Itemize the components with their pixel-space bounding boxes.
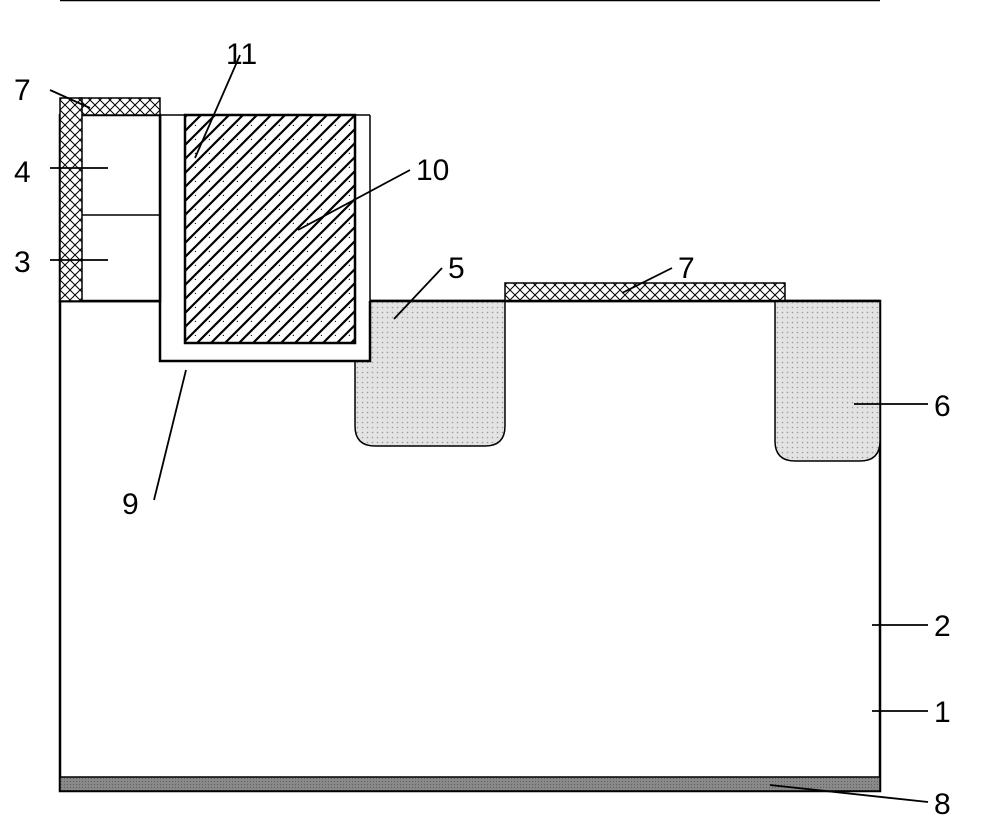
- label-2: 2: [934, 610, 951, 644]
- label-5: 5: [448, 252, 465, 286]
- label-8: 8: [934, 788, 951, 822]
- label-10: 10: [416, 154, 449, 188]
- label-7: 7: [14, 74, 31, 108]
- label-9: 9: [122, 488, 139, 522]
- label-7: 7: [678, 252, 695, 286]
- label-1: 1: [934, 696, 951, 730]
- label-3: 3: [14, 246, 31, 280]
- label-11: 11: [226, 38, 257, 72]
- label-4: 4: [14, 156, 31, 190]
- label-6: 6: [934, 390, 951, 424]
- device-cross-section: [0, 0, 1000, 821]
